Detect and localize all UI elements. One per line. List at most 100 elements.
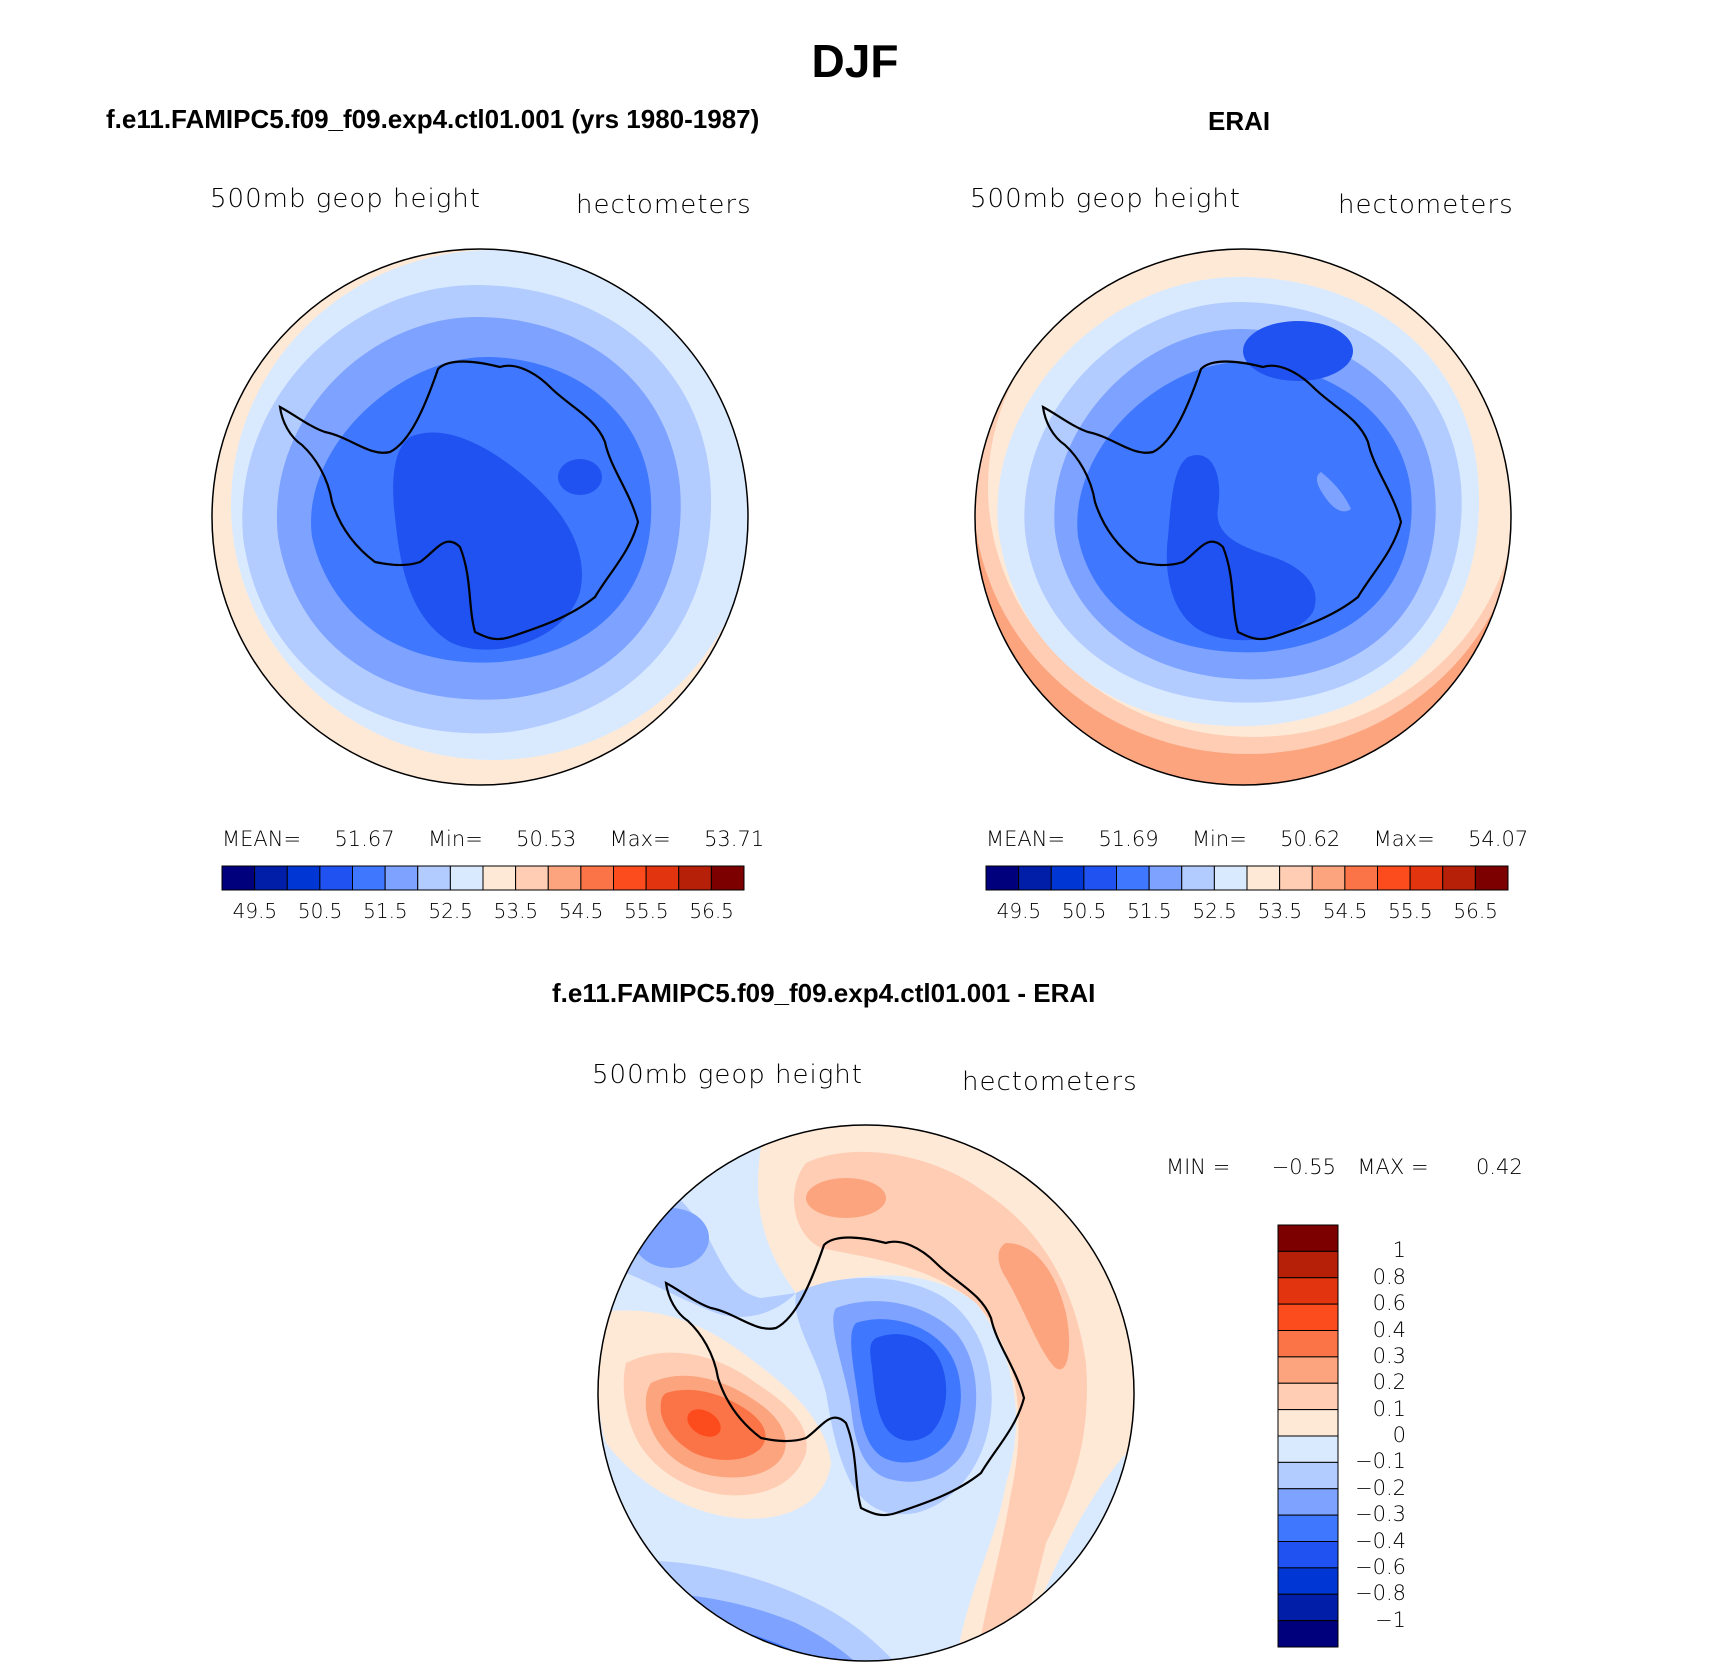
colorbar-tick-label: −0.4 — [1355, 1528, 1406, 1553]
colorbar-box — [547, 865, 582, 891]
colorbar-box — [1083, 865, 1117, 891]
colorbar-box — [985, 865, 1020, 891]
colorbar-box — [352, 865, 386, 891]
obs-colorbar — [985, 865, 1509, 891]
colorbar-box — [1279, 865, 1313, 891]
colorbar-box — [1246, 865, 1281, 891]
colorbar-tick-label: 0.6 — [1372, 1291, 1406, 1316]
diff-high-east — [998, 1243, 1070, 1370]
model-colorbar — [221, 865, 745, 891]
colorbar-box — [1116, 865, 1150, 891]
colorbar-tick-label: 0.8 — [1372, 1264, 1406, 1289]
obs-min-label: Min= — [1191, 827, 1247, 851]
colorbar-tick-label: 50.5 — [297, 899, 343, 923]
model-mean-label: MEAN= — [222, 827, 302, 851]
colorbar-box — [1409, 865, 1444, 891]
obs-min-value: 50.62 — [1280, 827, 1341, 851]
diff-max-label: MAX = — [1357, 1155, 1429, 1179]
colorbar-box — [678, 865, 712, 891]
obs-mean-label: MEAN= — [986, 827, 1066, 851]
colorbar-box — [1277, 1541, 1339, 1569]
colorbar-tick-label: −0.6 — [1355, 1554, 1406, 1579]
colorbar-box — [1277, 1409, 1339, 1437]
colorbar-box — [1277, 1514, 1339, 1542]
contour-band-51 — [1077, 361, 1412, 653]
diff-low-northwest — [633, 1208, 709, 1268]
map-border — [974, 248, 1512, 786]
antarctica-coastline — [664, 1236, 1026, 1517]
colorbar-tick-label: 53.5 — [493, 899, 539, 923]
colorbar-tick-label: 52.5 — [1192, 899, 1237, 923]
colorbar-box — [1277, 1303, 1339, 1331]
colorbar-box — [1277, 1382, 1339, 1411]
colorbar-box — [1148, 865, 1183, 891]
contour-high-east — [1316, 472, 1351, 512]
obs-polar-map — [974, 248, 1512, 786]
colorbar-box — [286, 865, 321, 891]
obs-max-label: Max= — [1373, 827, 1435, 851]
model-variable-label: 500mb geop height — [210, 184, 481, 214]
colorbar-tick-label: 0.2 — [1372, 1370, 1406, 1395]
colorbar-box — [1277, 1277, 1339, 1305]
colorbar-box — [384, 865, 419, 891]
colorbar-box — [1181, 865, 1215, 891]
obs-mean-value: 51.69 — [1098, 827, 1159, 851]
colorbar-tick-label: −0.3 — [1355, 1502, 1406, 1527]
antarctica-coastline — [1041, 360, 1403, 641]
diff-max-center — [687, 1409, 721, 1437]
colorbar-box — [1277, 1488, 1339, 1516]
colorbar-box — [221, 865, 256, 891]
diff-min-value: −0.55 — [1271, 1155, 1337, 1179]
diff-colorbar — [1277, 1224, 1339, 1648]
colorbar-tick-label: 54.5 — [1322, 899, 1368, 923]
model-units-label: hectometers — [576, 190, 752, 220]
colorbar-box — [515, 865, 549, 891]
colorbar-box — [1377, 865, 1411, 891]
colorbar-box — [1277, 1461, 1339, 1490]
colorbar-box — [645, 865, 680, 891]
colorbar-box — [1277, 1330, 1339, 1358]
colorbar-tick-label: 0.4 — [1372, 1317, 1406, 1342]
colorbar-tick-label: 49.5 — [996, 899, 1042, 923]
contour-band-50-5 — [393, 432, 582, 650]
colorbar-box — [319, 865, 353, 891]
colorbar-box — [1442, 865, 1476, 891]
obs-variable-label: 500mb geop height — [970, 184, 1241, 214]
model-mean-value: 51.67 — [334, 827, 395, 851]
obs-max-value: 54.07 — [1468, 827, 1529, 851]
page-title: DJF — [811, 35, 899, 87]
contour-low-peninsula — [1166, 455, 1316, 641]
colorbar-box — [580, 865, 614, 891]
colorbar-tick-label: 52.5 — [428, 899, 473, 923]
colorbar-tick-label: 50.5 — [1061, 899, 1107, 923]
colorbar-box — [482, 865, 517, 891]
colorbar-tick-label: 0 — [1392, 1423, 1406, 1447]
colorbar-tick-label: 55.5 — [1388, 899, 1433, 923]
model-max-label: Max= — [609, 827, 671, 851]
colorbar-tick-label: 54.5 — [558, 899, 604, 923]
colorbar-box — [1311, 865, 1346, 891]
colorbar-box — [1277, 1567, 1339, 1595]
colorbar-box — [417, 865, 451, 891]
colorbar-box — [1474, 865, 1509, 891]
colorbar-box — [1277, 1435, 1339, 1463]
colorbar-box — [1277, 1356, 1339, 1384]
colorbar-box — [1213, 865, 1248, 891]
colorbar-tick-label: 56.5 — [689, 899, 734, 923]
colorbar-box — [1277, 1620, 1339, 1648]
model-max-value: 53.71 — [704, 827, 765, 851]
colorbar-tick-label: 56.5 — [1453, 899, 1498, 923]
colorbar-box — [613, 865, 647, 891]
colorbar-tick-label: −0.1 — [1355, 1449, 1406, 1474]
contour-low-north — [1243, 321, 1353, 381]
colorbar-tick-label: 0.3 — [1372, 1343, 1406, 1368]
colorbar-tick-label: −0.8 — [1355, 1581, 1406, 1606]
colorbar-box — [1277, 1224, 1339, 1252]
model-min-label: Min= — [427, 827, 483, 851]
colorbar-box — [1050, 865, 1085, 891]
contour-low-east — [558, 459, 602, 495]
colorbar-tick-label: 49.5 — [232, 899, 278, 923]
obs-units-label: hectometers — [1338, 190, 1514, 220]
colorbar-box — [1018, 865, 1052, 891]
diff-variable-label: 500mb geop height — [592, 1060, 863, 1090]
